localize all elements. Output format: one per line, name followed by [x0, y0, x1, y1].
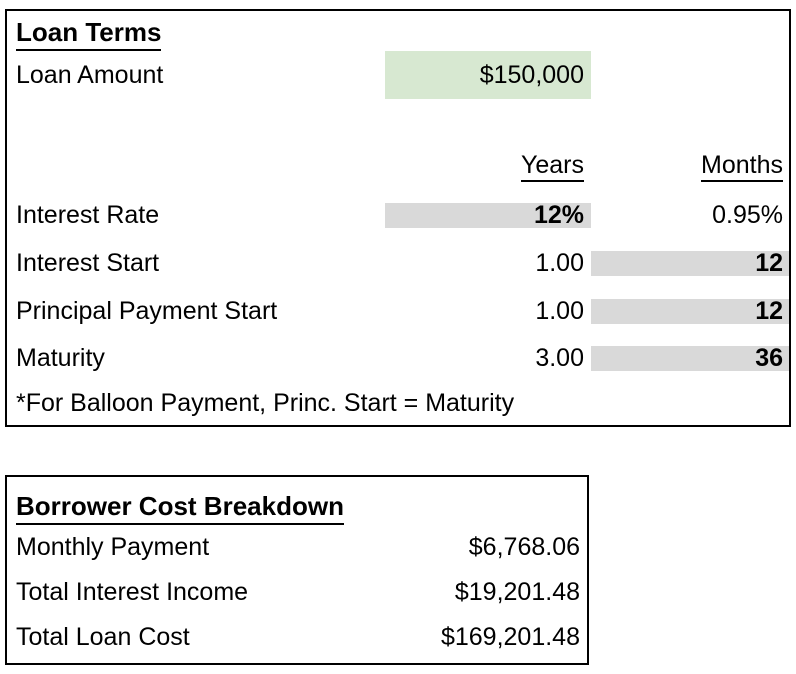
total-interest-income-label: Total Interest Income [16, 578, 249, 606]
table-row-interest-rate: Interest Rate 12% 0.95% [7, 191, 789, 240]
loan-amount-row: Loan Amount $150,000 [7, 51, 789, 99]
maturity-years-value: 3.00 [535, 344, 584, 372]
total-interest-income-value: $19,201.48 [454, 578, 580, 606]
maturity-label: Maturity [16, 344, 105, 372]
principal-payment-start-months-input-cell[interactable]: 12 [591, 298, 789, 324]
years-column-header: Years [520, 152, 584, 182]
table-row-monthly-payment: Monthly Payment $6,768.06 [7, 525, 587, 570]
interest-start-label: Interest Start [16, 249, 160, 277]
loan-terms-box: Loan Terms Loan Amount $150,000 Years Mo… [5, 9, 791, 427]
loan-terms-title: Loan Terms [16, 19, 162, 51]
monthly-payment-value: $6,768.06 [468, 533, 580, 561]
total-loan-cost-value: $169,201.48 [440, 623, 580, 651]
monthly-payment-label: Monthly Payment [16, 533, 210, 561]
interest-rate-months-value: 0.95% [712, 201, 783, 229]
total-loan-cost-label: Total Loan Cost [16, 623, 190, 651]
table-row-principal-payment-start: Principal Payment Start 1.00 12 [7, 287, 789, 335]
table-row-total-interest-income: Total Interest Income $19,201.48 [7, 570, 587, 615]
table-row-total-loan-cost: Total Loan Cost $169,201.48 [7, 615, 587, 660]
table-row-maturity: Maturity 3.00 36 [7, 335, 789, 382]
borrower-cost-breakdown-box: Borrower Cost Breakdown Monthly Payment … [5, 475, 589, 665]
borrower-cost-title-row: Borrower Cost Breakdown [7, 477, 587, 525]
spacer-row [7, 99, 789, 143]
balloon-payment-footnote: *For Balloon Payment, Princ. Start = Mat… [16, 389, 515, 417]
months-header-cell: Months [591, 152, 789, 182]
loan-terms-title-row: Loan Terms [7, 11, 789, 51]
maturity-months-input-cell[interactable]: 36 [591, 346, 789, 371]
loan-amount-input-cell[interactable]: $150,000 [385, 51, 591, 99]
interest-rate-years-input-cell[interactable]: 12% [385, 203, 591, 228]
loan-amount-label: Loan Amount [16, 60, 164, 89]
borrower-cost-title: Borrower Cost Breakdown [16, 493, 344, 525]
interest-start-months-input-cell[interactable]: 12 [591, 251, 789, 276]
table-row-interest-start: Interest Start 1.00 12 [7, 240, 789, 287]
interest-start-years-value: 1.00 [535, 249, 584, 277]
months-column-header: Months [701, 152, 783, 182]
principal-payment-start-label: Principal Payment Start [16, 296, 278, 325]
principal-payment-start-years-value: 1.00 [535, 296, 584, 325]
interest-rate-label: Interest Rate [16, 201, 160, 229]
column-header-row: Years Months [7, 143, 789, 191]
years-header-cell: Years [385, 152, 591, 182]
